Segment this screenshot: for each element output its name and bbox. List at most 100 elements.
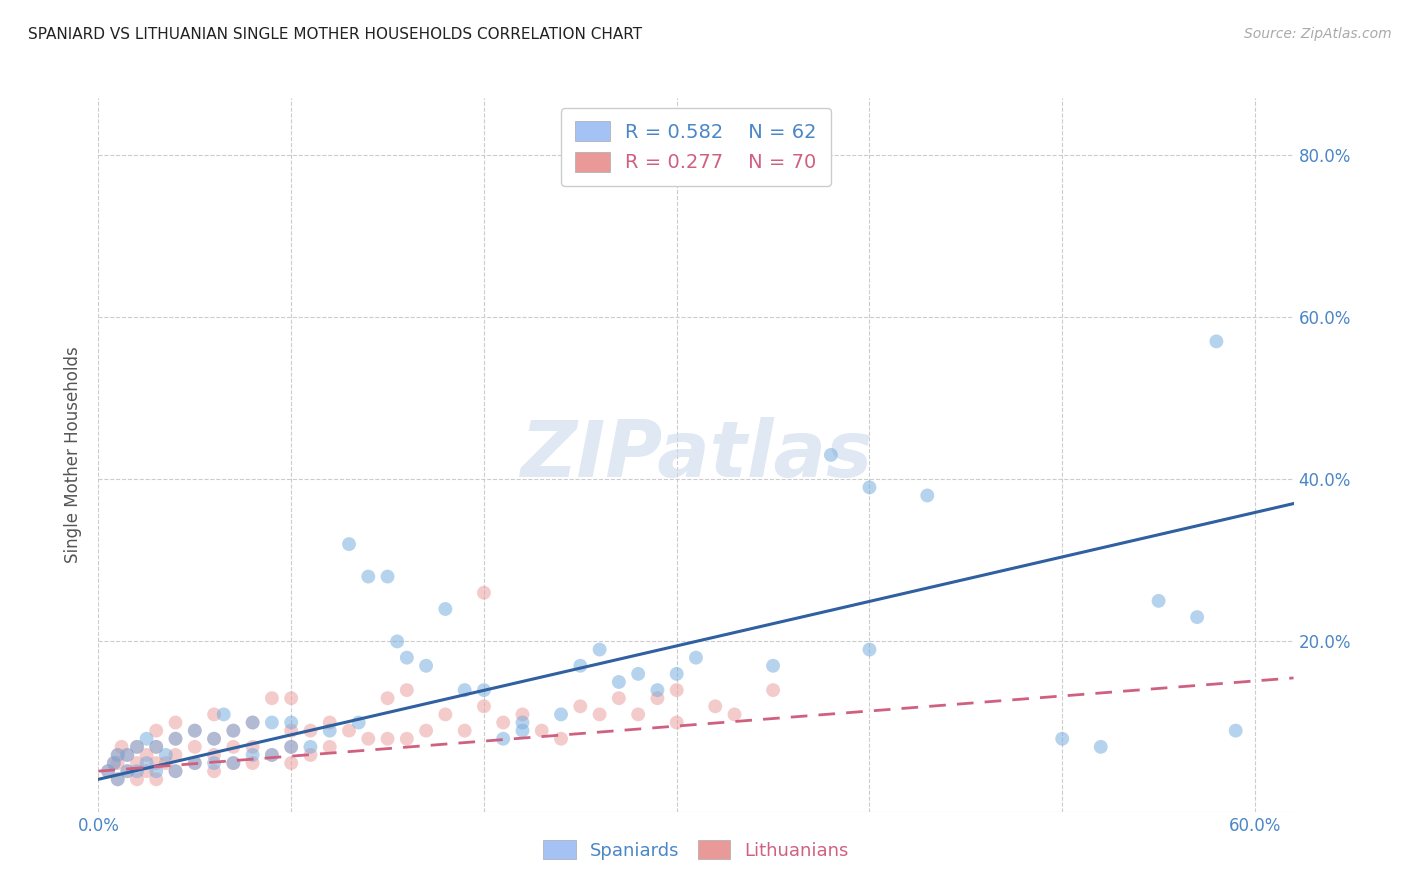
- Point: [647, 683, 669, 698]
- Point: [512, 715, 534, 730]
- Point: [117, 747, 139, 762]
- Point: [1050, 731, 1073, 746]
- Point: [1147, 594, 1170, 608]
- Point: [97, 764, 120, 779]
- Point: [145, 764, 167, 779]
- Point: [472, 683, 495, 698]
- Point: [260, 747, 283, 762]
- Point: [125, 756, 148, 770]
- Point: [665, 666, 688, 681]
- Point: [184, 756, 207, 770]
- Point: [103, 756, 125, 770]
- Point: [453, 723, 475, 738]
- Point: [145, 739, 167, 754]
- Point: [550, 707, 572, 722]
- Point: [165, 731, 187, 746]
- Point: [202, 747, 225, 762]
- Point: [280, 691, 302, 706]
- Point: [242, 747, 264, 762]
- Point: [165, 731, 187, 746]
- Point: [117, 747, 139, 762]
- Point: [260, 715, 283, 730]
- Point: [512, 707, 534, 722]
- Point: [665, 683, 688, 698]
- Point: [512, 723, 534, 738]
- Point: [202, 731, 225, 746]
- Point: [222, 723, 245, 738]
- Point: [858, 480, 880, 494]
- Point: [299, 739, 322, 754]
- Point: [242, 715, 264, 730]
- Point: [202, 756, 225, 770]
- Point: [184, 739, 207, 754]
- Point: [184, 723, 207, 738]
- Legend: Spaniards, Lithuanians: Spaniards, Lithuanians: [536, 833, 856, 867]
- Text: SPANIARD VS LITHUANIAN SINGLE MOTHER HOUSEHOLDS CORRELATION CHART: SPANIARD VS LITHUANIAN SINGLE MOTHER HOU…: [28, 27, 643, 42]
- Point: [222, 739, 245, 754]
- Point: [165, 747, 187, 762]
- Point: [107, 772, 129, 787]
- Point: [685, 650, 707, 665]
- Point: [385, 634, 409, 648]
- Point: [299, 747, 322, 762]
- Point: [165, 764, 187, 779]
- Point: [97, 764, 120, 779]
- Point: [550, 731, 572, 746]
- Point: [260, 691, 283, 706]
- Point: [260, 747, 283, 762]
- Point: [492, 731, 515, 746]
- Point: [607, 691, 630, 706]
- Point: [762, 683, 785, 698]
- Point: [377, 691, 399, 706]
- Point: [125, 739, 148, 754]
- Point: [242, 739, 264, 754]
- Point: [627, 666, 650, 681]
- Point: [184, 723, 207, 738]
- Point: [917, 488, 939, 502]
- Point: [145, 772, 167, 787]
- Point: [145, 739, 167, 754]
- Point: [107, 772, 129, 787]
- Point: [212, 707, 235, 722]
- Point: [135, 756, 157, 770]
- Point: [155, 756, 177, 770]
- Point: [820, 448, 842, 462]
- Text: Source: ZipAtlas.com: Source: ZipAtlas.com: [1244, 27, 1392, 41]
- Point: [472, 586, 495, 600]
- Point: [434, 707, 457, 722]
- Point: [222, 723, 245, 738]
- Point: [155, 747, 177, 762]
- Point: [107, 756, 129, 770]
- Point: [125, 739, 148, 754]
- Point: [723, 707, 745, 722]
- Point: [280, 739, 302, 754]
- Point: [569, 699, 592, 714]
- Point: [395, 683, 418, 698]
- Point: [665, 715, 688, 730]
- Point: [280, 756, 302, 770]
- Point: [1185, 610, 1208, 624]
- Point: [103, 756, 125, 770]
- Point: [319, 723, 342, 738]
- Text: ZIPatlas: ZIPatlas: [520, 417, 872, 493]
- Point: [202, 731, 225, 746]
- Point: [588, 642, 610, 657]
- Point: [357, 569, 380, 583]
- Point: [858, 642, 880, 657]
- Point: [762, 658, 785, 673]
- Point: [1205, 334, 1227, 349]
- Point: [299, 723, 322, 738]
- Point: [145, 756, 167, 770]
- Point: [280, 715, 302, 730]
- Point: [222, 756, 245, 770]
- Point: [627, 707, 650, 722]
- Point: [453, 683, 475, 698]
- Y-axis label: Single Mother Households: Single Mother Households: [63, 347, 82, 563]
- Point: [125, 772, 148, 787]
- Point: [319, 739, 342, 754]
- Point: [222, 756, 245, 770]
- Point: [377, 731, 399, 746]
- Point: [1090, 739, 1112, 754]
- Point: [107, 747, 129, 762]
- Point: [125, 764, 148, 779]
